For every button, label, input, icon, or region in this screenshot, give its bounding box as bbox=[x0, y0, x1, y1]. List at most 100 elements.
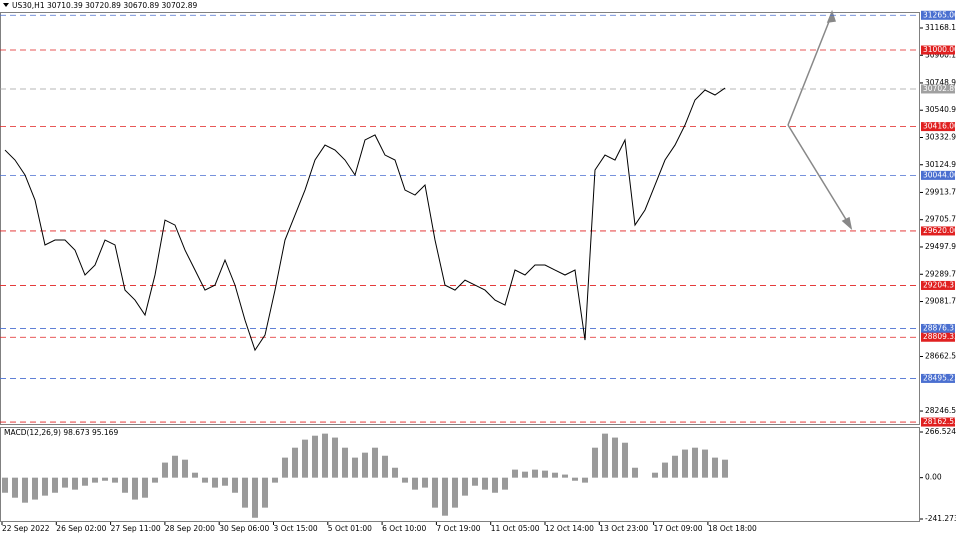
macd-bar bbox=[232, 477, 238, 493]
level-label-box bbox=[921, 417, 955, 427]
y-tick-label: 29913.70 bbox=[925, 187, 956, 196]
x-tick-label: 12 Oct 14:00 bbox=[545, 524, 594, 533]
x-tick-label: 6 Oct 10:00 bbox=[382, 524, 426, 533]
macd-bar bbox=[122, 477, 128, 493]
macd-frame bbox=[0, 427, 920, 522]
level-label: 28495.23 bbox=[923, 373, 956, 382]
macd-bar bbox=[132, 477, 138, 500]
macd-bar bbox=[592, 447, 598, 478]
level-label: 29204.37 bbox=[923, 280, 956, 289]
macd-bar bbox=[652, 472, 658, 478]
macd-bar bbox=[702, 449, 708, 478]
macd-bar bbox=[692, 447, 698, 478]
level-label-box bbox=[921, 170, 955, 180]
trend-arrows bbox=[787, 9, 853, 231]
macd-bar bbox=[222, 477, 228, 486]
macd-bar bbox=[602, 433, 608, 478]
macd-bar bbox=[172, 455, 178, 478]
macd-bar bbox=[82, 477, 88, 486]
macd-bar bbox=[302, 439, 308, 478]
x-tick-label: 22 Sep 2022 bbox=[2, 524, 50, 533]
macd-bar bbox=[462, 477, 468, 496]
y-tick-label: 29081.70 bbox=[925, 297, 956, 306]
macd-bar bbox=[632, 467, 638, 478]
price-line bbox=[4, 87, 726, 352]
level-label-box bbox=[921, 10, 955, 20]
macd-bar bbox=[212, 477, 218, 488]
macd-bar bbox=[442, 477, 448, 516]
x-tick-label: 26 Sep 02:00 bbox=[56, 524, 106, 533]
macd-bar bbox=[322, 433, 328, 478]
macd-bar bbox=[612, 437, 618, 478]
macd-bar bbox=[482, 477, 488, 490]
macd-bar bbox=[452, 477, 458, 508]
level-label-box bbox=[921, 323, 955, 333]
main-frame bbox=[0, 12, 920, 425]
macd-bar bbox=[542, 470, 548, 478]
macd-bar bbox=[662, 462, 668, 478]
level-label-box bbox=[921, 45, 955, 55]
y-tick-label: 30332.90 bbox=[925, 132, 956, 141]
level-label: 28876.31 bbox=[923, 323, 956, 332]
y-tick-label: 28662.50 bbox=[925, 351, 956, 360]
macd-bar bbox=[272, 477, 278, 483]
y-tick-label: 0.00 bbox=[925, 473, 942, 482]
macd-bar bbox=[92, 477, 98, 483]
macd-bar bbox=[422, 477, 428, 488]
macd-bar bbox=[292, 447, 298, 478]
x-tick-label: 3 Oct 15:00 bbox=[274, 524, 318, 533]
macd-bar bbox=[682, 449, 688, 478]
macd-bar bbox=[62, 477, 68, 488]
macd-bar bbox=[42, 477, 48, 496]
macd-bar bbox=[162, 462, 168, 478]
x-tick-label: 18 Oct 18:00 bbox=[708, 524, 757, 533]
macd-bar bbox=[532, 469, 538, 478]
macd-bar bbox=[402, 477, 408, 483]
macd-bar bbox=[142, 477, 148, 498]
macd-bar bbox=[52, 477, 58, 493]
y-tick-label: 29289.70 bbox=[925, 269, 956, 278]
macd-bar bbox=[342, 447, 348, 478]
macd-bar bbox=[382, 455, 388, 478]
macd-bar bbox=[412, 477, 418, 490]
y-tick-label: 29705.70 bbox=[925, 215, 956, 224]
y-tick-label: 30540.90 bbox=[925, 105, 956, 114]
level-label-box bbox=[921, 122, 955, 132]
level-label-box bbox=[921, 373, 955, 383]
macd-bar bbox=[552, 472, 558, 478]
y-tick-label: 28246.50 bbox=[925, 406, 956, 415]
macd-bar bbox=[182, 459, 188, 478]
macd-bar bbox=[252, 477, 258, 518]
macd-bar bbox=[102, 477, 108, 481]
level-label-box bbox=[921, 280, 955, 290]
macd-bar bbox=[392, 467, 398, 478]
y-tick-label: 30748.90 bbox=[925, 78, 956, 87]
x-tick-label: 30 Sep 06:00 bbox=[219, 524, 269, 533]
y-tick-label: 29497.90 bbox=[925, 242, 956, 251]
level-label: 28162.52 bbox=[923, 417, 956, 426]
x-tick-label: 28 Sep 20:00 bbox=[165, 524, 215, 533]
level-label: 31265.00 bbox=[923, 10, 956, 19]
macd-bar bbox=[12, 477, 18, 498]
y-tick-label: 31168.10 bbox=[925, 23, 956, 32]
macd-bar bbox=[312, 435, 318, 478]
macd-bar bbox=[432, 477, 438, 508]
macd-bar bbox=[502, 477, 508, 490]
level-label-box bbox=[921, 226, 955, 236]
level-label-box bbox=[921, 332, 955, 342]
macd-bar bbox=[492, 477, 498, 493]
macd-bar bbox=[282, 457, 288, 478]
macd-bar bbox=[472, 477, 478, 486]
macd-bar bbox=[582, 477, 588, 483]
macd-bar bbox=[332, 437, 338, 478]
y-tick-label: 30124.90 bbox=[925, 160, 956, 169]
level-label: 31000.00 bbox=[923, 45, 956, 54]
x-tick-label: 7 Oct 19:00 bbox=[436, 524, 480, 533]
macd-bar bbox=[572, 477, 578, 481]
macd-title: MACD(12,26,9) 98.673 95.169 bbox=[4, 428, 118, 437]
macd-bar bbox=[522, 471, 528, 478]
macd-bar bbox=[2, 477, 8, 493]
